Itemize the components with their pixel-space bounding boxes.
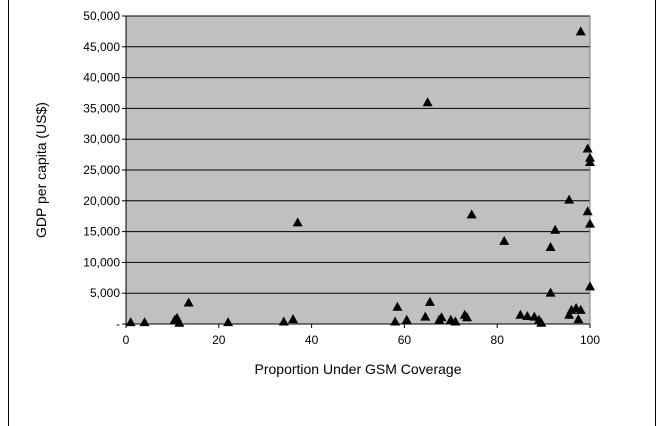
y-tick-label: 5,000 xyxy=(90,286,120,300)
data-point-triangle xyxy=(401,314,412,324)
data-point-triangle xyxy=(585,156,595,166)
y-tick-label: 15,000 xyxy=(83,225,120,239)
data-point-triangle xyxy=(125,317,136,327)
x-tick-label: 100 xyxy=(580,333,600,347)
x-tick-label: 80 xyxy=(491,333,505,347)
data-point-triangle xyxy=(564,309,575,319)
y-tick-label: 25,000 xyxy=(83,163,120,177)
data-point-triangle xyxy=(422,97,433,107)
x-axis-title: Proportion Under GSM Coverage xyxy=(255,361,462,377)
data-point-triangle xyxy=(545,242,556,251)
y-axis-tick-labels: - 5,000 10,000 15,000 20,000 25,000 30,000 35,0… xyxy=(83,9,120,331)
x-axis-tick-labels: 0 20 40 60 80 100 xyxy=(123,333,601,347)
data-point-triangle xyxy=(573,314,584,324)
data-point-triangle xyxy=(174,317,185,327)
y-tick-label: 45,000 xyxy=(83,40,120,54)
x-tick-label: 0 xyxy=(123,333,130,347)
y-tick-label: - xyxy=(116,317,120,331)
x-tick-label: 40 xyxy=(305,333,319,347)
data-point-triangle xyxy=(522,310,533,320)
data-point-triangle xyxy=(529,311,540,321)
data-point-triangle xyxy=(536,317,547,327)
y-tick-label: 40,000 xyxy=(83,71,120,85)
data-point-triangle xyxy=(575,26,586,36)
data-point-triangle xyxy=(515,309,526,319)
data-point-triangle xyxy=(183,297,194,307)
data-point-triangle xyxy=(564,194,575,204)
data-point-triangle xyxy=(550,224,561,234)
y-axis-title: GDP per capita (US$) xyxy=(33,102,49,238)
data-point-triangle xyxy=(292,217,303,227)
data-point-triangle xyxy=(450,316,461,326)
data-point-triangle xyxy=(223,317,234,327)
axes xyxy=(122,15,591,328)
data-point-triangle xyxy=(390,316,401,326)
data-point-triangle xyxy=(582,206,593,216)
y-tick-label: 30,000 xyxy=(83,132,120,146)
data-point-triangle xyxy=(420,311,431,321)
data-point-triangle xyxy=(545,287,556,297)
x-tick-label: 60 xyxy=(398,333,412,347)
y-tick-label: 10,000 xyxy=(83,255,120,269)
data-point-triangle xyxy=(462,312,473,322)
data-point-triangle xyxy=(139,317,150,327)
data-point-triangle xyxy=(288,314,299,324)
data-point-triangle xyxy=(575,304,586,314)
chart-frame xyxy=(8,0,656,426)
data-point-triangle xyxy=(436,312,447,322)
gridlines xyxy=(126,15,590,294)
data-point-triangle xyxy=(424,296,435,306)
data-point-triangle xyxy=(392,301,403,311)
data-point-triangle xyxy=(585,281,595,291)
y-tick-label: 20,000 xyxy=(83,194,120,208)
x-tick-label: 20 xyxy=(212,333,226,347)
data-point-triangle xyxy=(585,218,595,228)
data-point-triangle xyxy=(582,143,593,153)
y-tick-label: 50,000 xyxy=(83,9,120,23)
data-point-triangle xyxy=(499,235,510,245)
data-points xyxy=(125,26,595,327)
data-point-triangle xyxy=(466,209,477,219)
data-point-triangle xyxy=(278,316,289,326)
y-tick-label: 35,000 xyxy=(83,101,120,115)
